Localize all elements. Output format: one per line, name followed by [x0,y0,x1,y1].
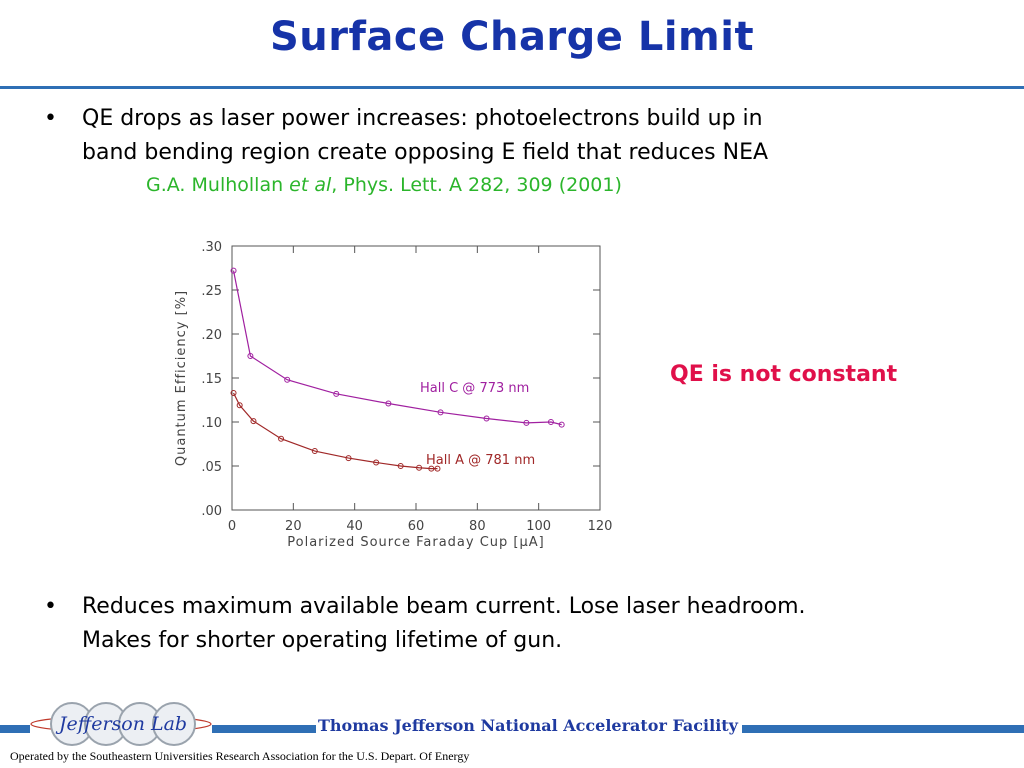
y-tick-label: .30 [201,240,222,255]
data-point [236,402,243,409]
citation-author: G.A. Mulhollan [146,174,290,196]
y-tick-label: .00 [201,504,222,519]
bullet-1-marker: • [44,106,57,131]
x-tick-label: 60 [408,519,425,534]
footer-bar-right [742,725,1024,733]
bullet-1-line-2: band bending region create opposing E fi… [82,140,769,165]
data-point [247,353,254,359]
data-point [230,267,237,274]
x-tick-label: 0 [228,519,236,534]
data-point [250,418,257,425]
jefferson-lab-logo: Jefferson Lab [30,702,212,746]
y-tick-label: .05 [201,460,222,475]
plot-frame [231,245,601,511]
data-point [311,448,318,455]
data-point [437,409,444,416]
y-tick-label: .20 [201,328,222,343]
logo-text: Jefferson Lab [55,713,187,735]
x-axis: 0 20 40 60 80 100 120 [228,246,613,534]
footer-bar-left [0,725,30,733]
series-line-2 [232,392,438,470]
series-label-2: Hall A @ 781 nm [426,453,535,468]
data-point [385,400,392,407]
x-tick-label: 80 [469,519,486,534]
bullet-1-line-1: QE drops as laser power increases: photo… [82,106,763,131]
citation-ref: , Phys. Lett. A 282, 309 (2001) [331,174,622,196]
data-point [434,465,441,472]
data-point [230,389,237,396]
y-tick-label: .25 [201,284,222,299]
y-axis: .00 .05 .10 .15 .20 .25 .30 [201,240,600,519]
y-tick-label: .10 [201,416,222,431]
bullet-2-marker: • [44,594,57,619]
bullet-2-text: Reduces maximum available beam current. … [82,590,806,658]
footer-bar-mid [212,725,316,733]
series-label-1: Hall C @ 773 nm [420,381,529,396]
x-tick-label: 100 [526,519,551,534]
slide-title: Surface Charge Limit [269,14,755,60]
bullet-1-text: QE drops as laser power increases: photo… [82,102,768,170]
y-tick-label: .15 [201,372,222,387]
title-divider [0,86,1024,89]
operated-by-note: Operated by the Southeastern Universitie… [10,749,470,763]
data-point [416,464,423,471]
y-axis-label: Quantum Efficiency [%] [174,290,189,466]
data-point [523,419,530,426]
x-tick-label: 120 [588,519,613,534]
citation: G.A. Mulhollan et al, Phys. Lett. A 282,… [146,174,622,196]
citation-etal: et al [289,174,332,196]
bullet-2-line-1: Reduces maximum available beam current. … [82,594,806,619]
data-point [333,390,340,397]
data-point [483,415,490,422]
series-line-1 [232,270,562,426]
data-point [345,455,352,462]
qe-note: QE is not constant [670,362,898,387]
data-point [428,465,435,472]
data-point [558,421,565,428]
facility-name: Thomas Jefferson National Accelerator Fa… [318,716,738,735]
data-point [284,376,291,383]
series-layer: Hall C @ 773 nm Hall A @ 781 nm [230,267,565,472]
data-point [278,435,285,442]
bullet-2-line-2: Makes for shorter operating lifetime of … [82,628,563,653]
data-point [373,459,380,466]
data-point [547,419,554,425]
data-point [397,463,404,469]
qe-chart: 0 20 40 60 80 100 120 .00 .05 .10 .15 .20 .25 .30 Ha… [174,240,613,550]
x-axis-label: Polarized Source Faraday Cup [μA] [287,535,544,550]
x-tick-label: 40 [346,519,363,534]
x-tick-label: 20 [285,519,302,534]
